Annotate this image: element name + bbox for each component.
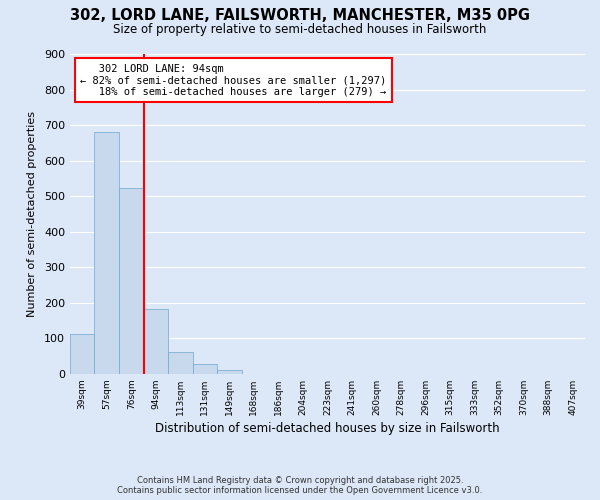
Bar [94,132,119,374]
Bar [193,364,217,374]
Bar [119,188,143,374]
Bar [70,334,94,374]
Text: Contains HM Land Registry data © Crown copyright and database right 2025.
Contai: Contains HM Land Registry data © Crown c… [118,476,482,495]
Bar [217,370,242,374]
Y-axis label: Number of semi-detached properties: Number of semi-detached properties [27,111,37,317]
Text: 302, LORD LANE, FAILSWORTH, MANCHESTER, M35 0PG: 302, LORD LANE, FAILSWORTH, MANCHESTER, … [70,8,530,22]
Text: 302 LORD LANE: 94sqm
← 82% of semi-detached houses are smaller (1,297)
   18% of: 302 LORD LANE: 94sqm ← 82% of semi-detac… [80,64,386,97]
Bar [168,352,193,374]
Bar [143,309,168,374]
Text: Size of property relative to semi-detached houses in Failsworth: Size of property relative to semi-detach… [113,22,487,36]
X-axis label: Distribution of semi-detached houses by size in Failsworth: Distribution of semi-detached houses by … [155,422,500,435]
